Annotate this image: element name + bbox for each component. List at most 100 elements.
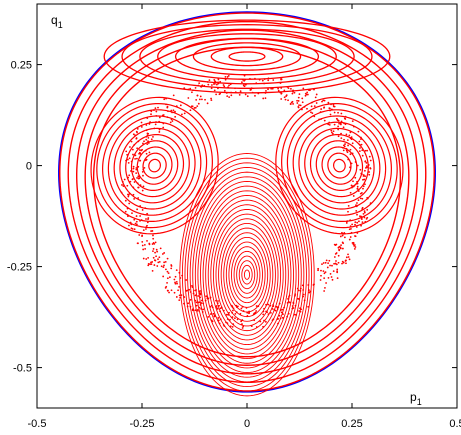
chaotic-point (137, 175, 140, 178)
chaotic-point (329, 264, 331, 267)
chaotic-point (300, 308, 303, 311)
chaotic-point (130, 227, 133, 230)
central-island-orbit (192, 176, 302, 374)
chaotic-point (354, 221, 357, 224)
chaotic-point (152, 237, 155, 240)
chaotic-point (360, 218, 363, 221)
chaotic-point (349, 219, 352, 221)
chaotic-point (368, 173, 371, 176)
chaotic-point (276, 318, 279, 320)
chaotic-point (290, 101, 293, 104)
chaotic-point (351, 185, 354, 188)
chaotic-point (226, 95, 229, 97)
chaotic-point (153, 109, 155, 111)
chaotic-point (134, 154, 137, 157)
chaotic-point (145, 258, 148, 260)
x-tick-label: -0.25 (129, 418, 154, 430)
chaotic-point (344, 123, 347, 126)
chaotic-point (134, 134, 137, 137)
chaotic-point (195, 98, 198, 101)
chaotic-point (356, 185, 359, 188)
chaotic-point (166, 270, 169, 273)
chaotic-point (262, 325, 264, 328)
chaotic-point (350, 184, 353, 187)
chaotic-point (345, 133, 348, 136)
chaotic-point (368, 171, 370, 173)
y-tick-label: -0.25 (7, 262, 32, 274)
chaotic-point (302, 87, 305, 90)
chaotic-point (207, 83, 210, 86)
chaotic-point (128, 157, 131, 160)
chaotic-point (138, 149, 141, 151)
chaotic-point (158, 116, 161, 119)
chaotic-point (219, 307, 222, 310)
chaotic-point (164, 286, 167, 289)
chaotic-point (203, 84, 206, 87)
chaotic-point (137, 186, 140, 189)
chaotic-point (347, 253, 349, 256)
chaotic-point (369, 202, 372, 205)
chaotic-point (141, 148, 143, 151)
chaotic-point (337, 111, 339, 114)
chaotic-point (265, 89, 267, 92)
chaotic-point (255, 82, 258, 85)
chaotic-point (358, 220, 360, 223)
chaotic-point (286, 302, 289, 304)
chaotic-point (348, 258, 351, 261)
chaotic-point (342, 144, 345, 147)
top-island-orbit (157, 33, 337, 80)
chaotic-point (132, 167, 135, 170)
chaotic-point (127, 215, 129, 218)
chaotic-point (167, 110, 169, 113)
chaotic-point (250, 88, 252, 91)
chaotic-point (335, 243, 338, 246)
chaotic-point (140, 125, 143, 128)
chaotic-point (211, 84, 213, 86)
central-island-orbit (181, 157, 313, 392)
chaotic-point (292, 90, 294, 93)
chaotic-point (133, 181, 136, 183)
central-island-orbit (243, 269, 251, 280)
chaotic-point (277, 322, 279, 325)
chaotic-point (165, 97, 167, 100)
chaotic-point (269, 311, 272, 314)
chaotic-point (218, 304, 220, 307)
chaotic-point (302, 295, 305, 298)
chaotic-point (238, 93, 241, 96)
chaotic-point (234, 87, 236, 90)
chaotic-point (357, 190, 360, 192)
chaotic-point (331, 132, 334, 135)
chaotic-point (196, 105, 199, 108)
left-island-orbit (136, 146, 173, 185)
chaotic-point (273, 308, 276, 311)
chaotic-point (272, 304, 274, 306)
right-island-orbit (304, 127, 375, 204)
top-island-orbit (174, 37, 320, 76)
chaotic-point (122, 185, 125, 188)
chaotic-point (217, 87, 219, 90)
chaotic-point (231, 311, 234, 314)
chaotic-point (228, 311, 230, 314)
chaotic-point (202, 302, 205, 305)
chaotic-point (360, 136, 362, 139)
chaotic-point (204, 98, 206, 101)
chaotic-point (189, 87, 192, 90)
chaotic-point (254, 77, 256, 80)
chaotic-point (141, 209, 144, 211)
chaotic-point (244, 83, 247, 86)
chaotic-point (328, 123, 331, 126)
chaotic-point (198, 306, 201, 309)
chaotic-point (258, 78, 261, 81)
chaotic-point (267, 77, 270, 80)
chaotic-point (356, 232, 359, 234)
chaotic-point (217, 81, 219, 84)
y-tick-label: 0.25 (11, 60, 32, 72)
chaotic-point (242, 78, 244, 81)
chaotic-point (128, 224, 130, 227)
chaotic-point (267, 79, 270, 82)
chaotic-point (331, 264, 333, 267)
chaotic-point (217, 300, 219, 302)
chaotic-point (191, 284, 193, 287)
chaotic-point (157, 106, 159, 109)
chaotic-point (148, 151, 151, 154)
